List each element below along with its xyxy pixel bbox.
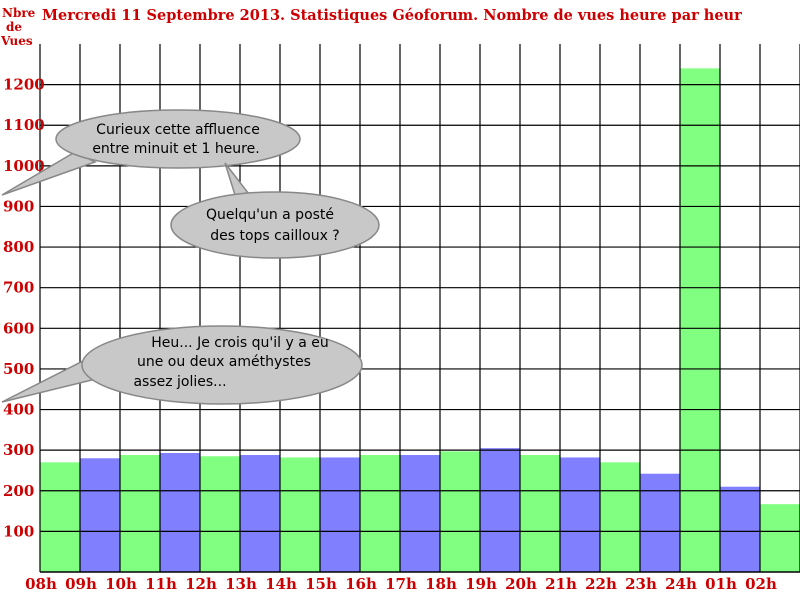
x-tick-label-10h: 10h bbox=[105, 575, 137, 593]
bar-19h bbox=[480, 448, 520, 572]
bars-group bbox=[40, 68, 800, 572]
bar-11h bbox=[160, 452, 200, 572]
y-tick-label: 400 bbox=[3, 401, 34, 419]
bar-10h bbox=[120, 455, 160, 572]
y-tick-label: 1100 bbox=[3, 116, 45, 134]
y-axis-label-line-2: de bbox=[6, 20, 22, 34]
speech-bubble-3: Heu... Je crois qu'il y a eu une ou deux… bbox=[1, 325, 363, 405]
speech-bubble-3-line-1: Heu... Je crois qu'il y a eu bbox=[151, 335, 328, 351]
bar-17h bbox=[400, 455, 440, 572]
speech-bubble-2-body bbox=[170, 191, 380, 259]
y-tick-label: 500 bbox=[3, 360, 34, 378]
y-axis-label-line-1: Nbre bbox=[2, 6, 36, 20]
x-tick-label-12h: 12h bbox=[185, 575, 217, 593]
y-tick-label: 1200 bbox=[3, 76, 45, 94]
bar-12h bbox=[200, 456, 240, 572]
x-tick-label-02h: 02h bbox=[745, 575, 777, 593]
y-axis-label-line-3: Vues bbox=[0, 34, 33, 48]
bar-22h bbox=[600, 462, 640, 572]
x-tick-label-22h: 22h bbox=[585, 575, 617, 593]
x-tick-label-20h: 20h bbox=[505, 575, 537, 593]
x-tick-label-24h: 24h bbox=[665, 575, 697, 593]
bar-15h bbox=[320, 457, 360, 572]
speech-bubble-2-line-1: Quelqu'un a posté bbox=[206, 207, 334, 223]
y-tick-label: 100 bbox=[3, 522, 34, 540]
y-tick-label: 800 bbox=[3, 238, 34, 256]
x-tick-label-19h: 19h bbox=[465, 575, 497, 593]
x-tick-label-15h: 15h bbox=[305, 575, 337, 593]
y-tick-label: 300 bbox=[3, 441, 34, 459]
bar-01h bbox=[720, 486, 760, 572]
y-tick-label: 200 bbox=[3, 482, 34, 500]
bar-24h bbox=[680, 68, 720, 572]
bar-23h bbox=[640, 473, 680, 572]
x-tick-label-23h: 23h bbox=[625, 575, 657, 593]
bar-02h bbox=[760, 504, 800, 572]
x-tick-label-16h: 16h bbox=[345, 575, 377, 593]
x-tick-label-17h: 17h bbox=[385, 575, 417, 593]
x-tick-label-08h: 08h bbox=[25, 575, 57, 593]
x-tick-label-13h: 13h bbox=[225, 575, 257, 593]
bar-14h bbox=[280, 457, 320, 572]
bar-09h bbox=[80, 458, 120, 572]
x-tick-label-01h: 01h bbox=[705, 575, 737, 593]
speech-bubble-2-line-2: des tops cailloux ? bbox=[210, 228, 339, 244]
x-tick-label-09h: 09h bbox=[65, 575, 97, 593]
x-tick-label-14h: 14h bbox=[265, 575, 297, 593]
x-tick-label-18h: 18h bbox=[425, 575, 457, 593]
speech-bubble-1-line-1: Curieux cette affluence bbox=[96, 122, 260, 138]
bar-20h bbox=[520, 455, 560, 572]
y-ticks-group: 100 200 300 400 500 600 700 800 900 1000 1100 1200 bbox=[3, 76, 45, 541]
speech-bubble-3-line-2: une ou deux améthystes bbox=[137, 354, 311, 370]
x-tick-label-11h: 11h bbox=[145, 575, 177, 593]
x-ticks-group: 08h 09h 10h 11h 12h 13h 14h 15h 16h 17h 18h 19h 20h 2… bbox=[25, 575, 777, 593]
speech-bubble-2: Quelqu'un a posté des tops cailloux ? bbox=[170, 162, 380, 259]
speech-bubble-1-body bbox=[55, 109, 301, 169]
y-tick-label: 1000 bbox=[3, 157, 45, 175]
chart-title: Mercredi 11 Septembre 2013. Statistiques… bbox=[42, 7, 742, 24]
y-tick-label: 700 bbox=[3, 279, 34, 297]
speech-bubble-3-body bbox=[81, 325, 363, 405]
bar-08h bbox=[40, 462, 80, 572]
y-tick-label: 900 bbox=[3, 197, 34, 215]
speech-bubble-1: Curieux cette affluence entre minuit et … bbox=[1, 109, 301, 196]
speech-bubble-1-line-2: entre minuit et 1 heure. bbox=[92, 141, 259, 157]
bar-16h bbox=[360, 455, 400, 572]
x-tick-label-21h: 21h bbox=[545, 575, 577, 593]
speech-bubble-3-line-3: assez jolies... bbox=[133, 374, 226, 390]
bar-13h bbox=[240, 455, 280, 572]
bar-18h bbox=[440, 451, 480, 572]
bar-21h bbox=[560, 457, 600, 572]
y-tick-label: 600 bbox=[3, 319, 34, 337]
